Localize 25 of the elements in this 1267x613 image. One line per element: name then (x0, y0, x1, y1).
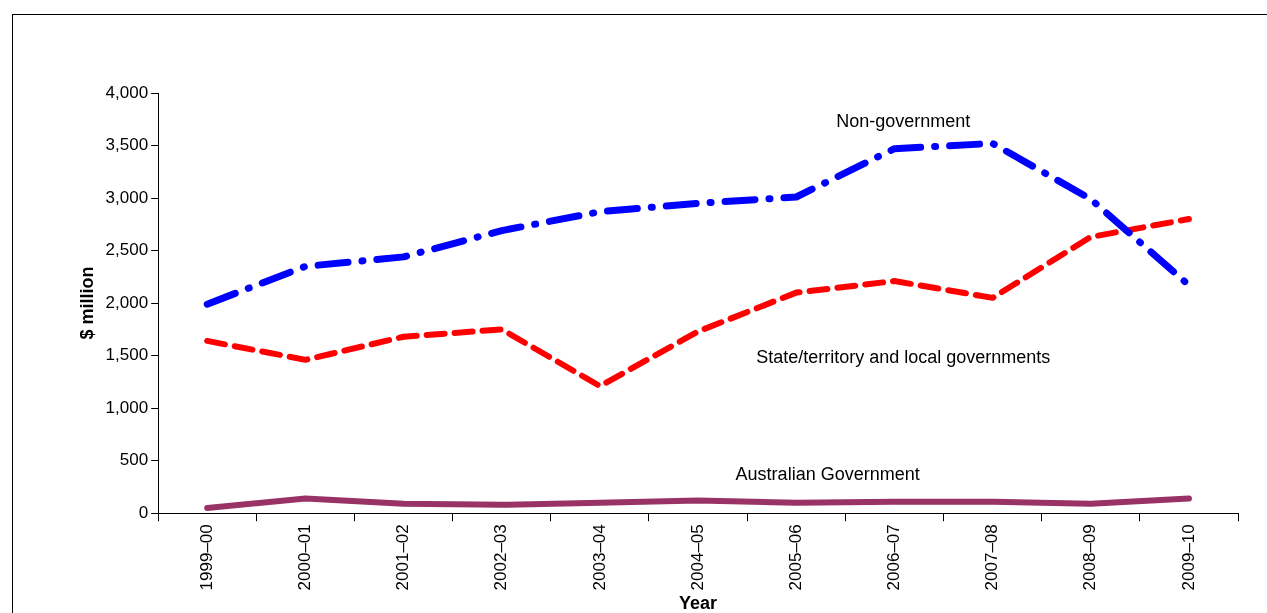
y-tick-label: 2,500 (105, 240, 149, 260)
x-tick-label: 2001–02 (393, 524, 413, 591)
series-label: Australian Government (735, 464, 920, 485)
y-tick-label: 3,500 (105, 135, 149, 155)
y-tick-label: 2,000 (105, 292, 149, 312)
x-tick-label: 2004–05 (687, 524, 707, 591)
y-tick-label: 3,000 (105, 187, 149, 207)
x-tick-label: 2005–06 (785, 524, 805, 591)
series-label: State/territory and local governments (756, 346, 1051, 367)
x-axis-title: Year (679, 593, 718, 613)
y-tick-label: 1,000 (105, 397, 149, 417)
y-tick-label: 1,500 (105, 345, 149, 365)
x-tick-label: 1999–00 (196, 524, 216, 591)
series-label: Non-government (836, 111, 971, 132)
y-tick-label: 0 (138, 502, 149, 522)
x-tick-label: 2003–04 (589, 524, 609, 591)
x-tick-label: 2009–10 (1178, 524, 1198, 591)
x-tick-label: 2008–09 (1080, 524, 1100, 591)
x-tick-label: 2006–07 (884, 524, 904, 591)
x-tick-label: 2007–08 (982, 524, 1002, 591)
y-tick-label: 500 (119, 450, 149, 470)
x-tick-label: 2000–01 (295, 524, 315, 591)
y-axis-title: $ million (76, 266, 97, 340)
y-tick-label: 4,000 (105, 82, 149, 102)
x-tick-label: 2002–03 (491, 524, 511, 591)
